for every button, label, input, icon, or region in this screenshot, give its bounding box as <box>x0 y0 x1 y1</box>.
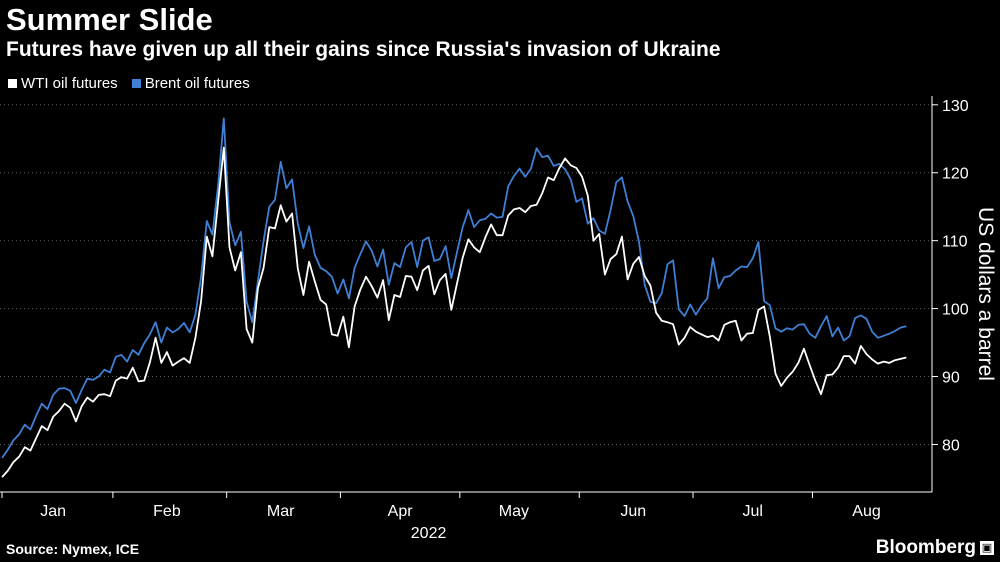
chart-title: Summer Slide <box>6 2 213 37</box>
x-tick-label-may: May <box>499 503 529 520</box>
legend-label-wti: WTI oil futures <box>21 75 118 92</box>
source-note: Source: Nymex, ICE <box>6 541 140 557</box>
legend-swatch-brent <box>131 79 141 88</box>
x-tick-label-apr: Apr <box>388 503 414 520</box>
x-tick-label-jan: Jan <box>40 503 66 520</box>
x-tick-label-jun: Jun <box>620 503 646 520</box>
x-tick-label-aug: Aug <box>852 503 880 520</box>
chart-subtitle: Futures have given up all their gains si… <box>6 38 721 61</box>
y-tick-label-80: 80 <box>942 437 960 454</box>
x-tick-label-feb: Feb <box>153 503 181 520</box>
y-tick-label-90: 90 <box>942 370 960 387</box>
brand-logo: Bloomberg ▣ <box>876 537 994 559</box>
x-axis-title: 2022 <box>411 525 447 542</box>
legend-swatch-wti <box>8 79 17 88</box>
y-tick-label-130: 130 <box>942 98 969 115</box>
x-tick-label-jul: Jul <box>743 503 763 520</box>
brand-icon: ▣ <box>980 541 994 555</box>
y-axis-title: US dollars a barrel <box>974 207 997 381</box>
legend: WTI oil futures Brent oil futures <box>8 75 250 92</box>
y-tick-label-110: 110 <box>942 234 968 251</box>
series-line-brent <box>1 117 907 459</box>
y-tick-label-100: 100 <box>942 302 969 319</box>
legend-item-wti: WTI oil futures <box>8 75 118 92</box>
series-line-wti <box>1 146 907 478</box>
legend-item-brent: Brent oil futures <box>131 75 250 92</box>
x-tick-label-mar: Mar <box>267 503 295 520</box>
y-tick-label-120: 120 <box>942 166 969 183</box>
brand-name: Bloomberg <box>875 537 976 558</box>
legend-label-brent: Brent oil futures <box>144 75 250 92</box>
